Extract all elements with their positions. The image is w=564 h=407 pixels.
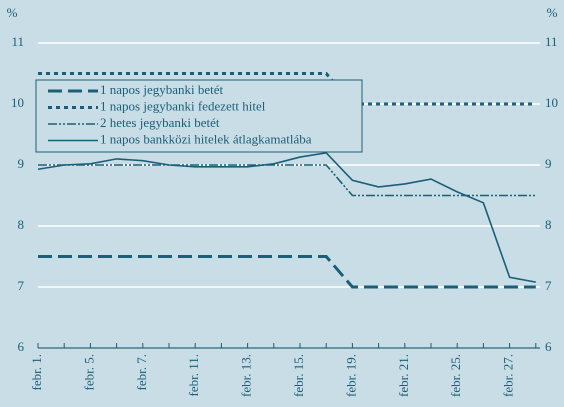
y-tick-label-left: 7 xyxy=(18,278,25,293)
x-tick-label: febr. 21. xyxy=(396,354,411,397)
y-unit-left: % xyxy=(7,5,18,20)
y-unit-right: % xyxy=(547,5,558,20)
y-tick-label-left: 6 xyxy=(18,339,25,354)
x-tick-label: febr. 7. xyxy=(134,354,149,390)
x-tick-label: febr. 13. xyxy=(239,354,254,397)
y-tick-label-right: 7 xyxy=(545,278,552,293)
x-tick-label: febr. 25. xyxy=(448,354,463,397)
x-tick-label: febr. 15. xyxy=(291,354,306,397)
legend-label: 2 hetes jegybanki betét xyxy=(100,115,220,130)
y-tick-label-left: 11 xyxy=(11,34,24,49)
x-tick-label: febr. 5. xyxy=(81,354,96,390)
legend-label: 1 napos jegybanki betét xyxy=(100,82,223,97)
y-tick-label-left: 8 xyxy=(18,217,25,232)
y-tick-label-right: 6 xyxy=(545,339,552,354)
x-tick-label: febr. 1. xyxy=(29,354,44,390)
y-tick-label-right: 8 xyxy=(545,217,552,232)
series-line xyxy=(38,72,536,106)
series-line xyxy=(37,151,536,283)
y-tick-label-right: 9 xyxy=(545,156,552,171)
y-tick-label-right: 11 xyxy=(545,34,558,49)
x-tick-label: febr. 11. xyxy=(186,354,201,396)
x-tick-label: febr. 27. xyxy=(501,354,516,397)
series-line xyxy=(38,164,536,197)
legend-label: 1 napos bankközi hitelek átlagkamatlába xyxy=(100,131,312,146)
x-tick-label: febr. 19. xyxy=(343,354,358,397)
y-tick-label-left: 10 xyxy=(11,95,24,110)
series-line xyxy=(38,255,536,289)
legend-label: 1 napos jegybanki fedezett hitel xyxy=(100,98,266,113)
y-tick-label-left: 9 xyxy=(18,156,25,171)
y-tick-label-right: 10 xyxy=(545,95,558,110)
